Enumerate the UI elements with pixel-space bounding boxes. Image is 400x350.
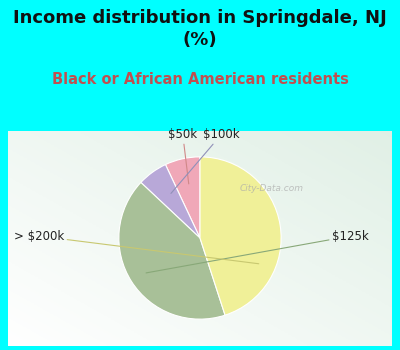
Wedge shape <box>200 157 281 315</box>
Text: Income distribution in Springdale, NJ
(%): Income distribution in Springdale, NJ (%… <box>13 9 387 49</box>
Wedge shape <box>141 164 200 238</box>
Text: $125k: $125k <box>146 230 368 273</box>
Text: > $200k: > $200k <box>14 230 259 264</box>
Text: Black or African American residents: Black or African American residents <box>52 72 348 87</box>
Wedge shape <box>119 182 225 319</box>
Text: City-Data.com: City-Data.com <box>240 184 304 193</box>
Wedge shape <box>166 157 200 238</box>
Text: $100k: $100k <box>171 128 239 194</box>
Text: $50k: $50k <box>168 128 197 184</box>
